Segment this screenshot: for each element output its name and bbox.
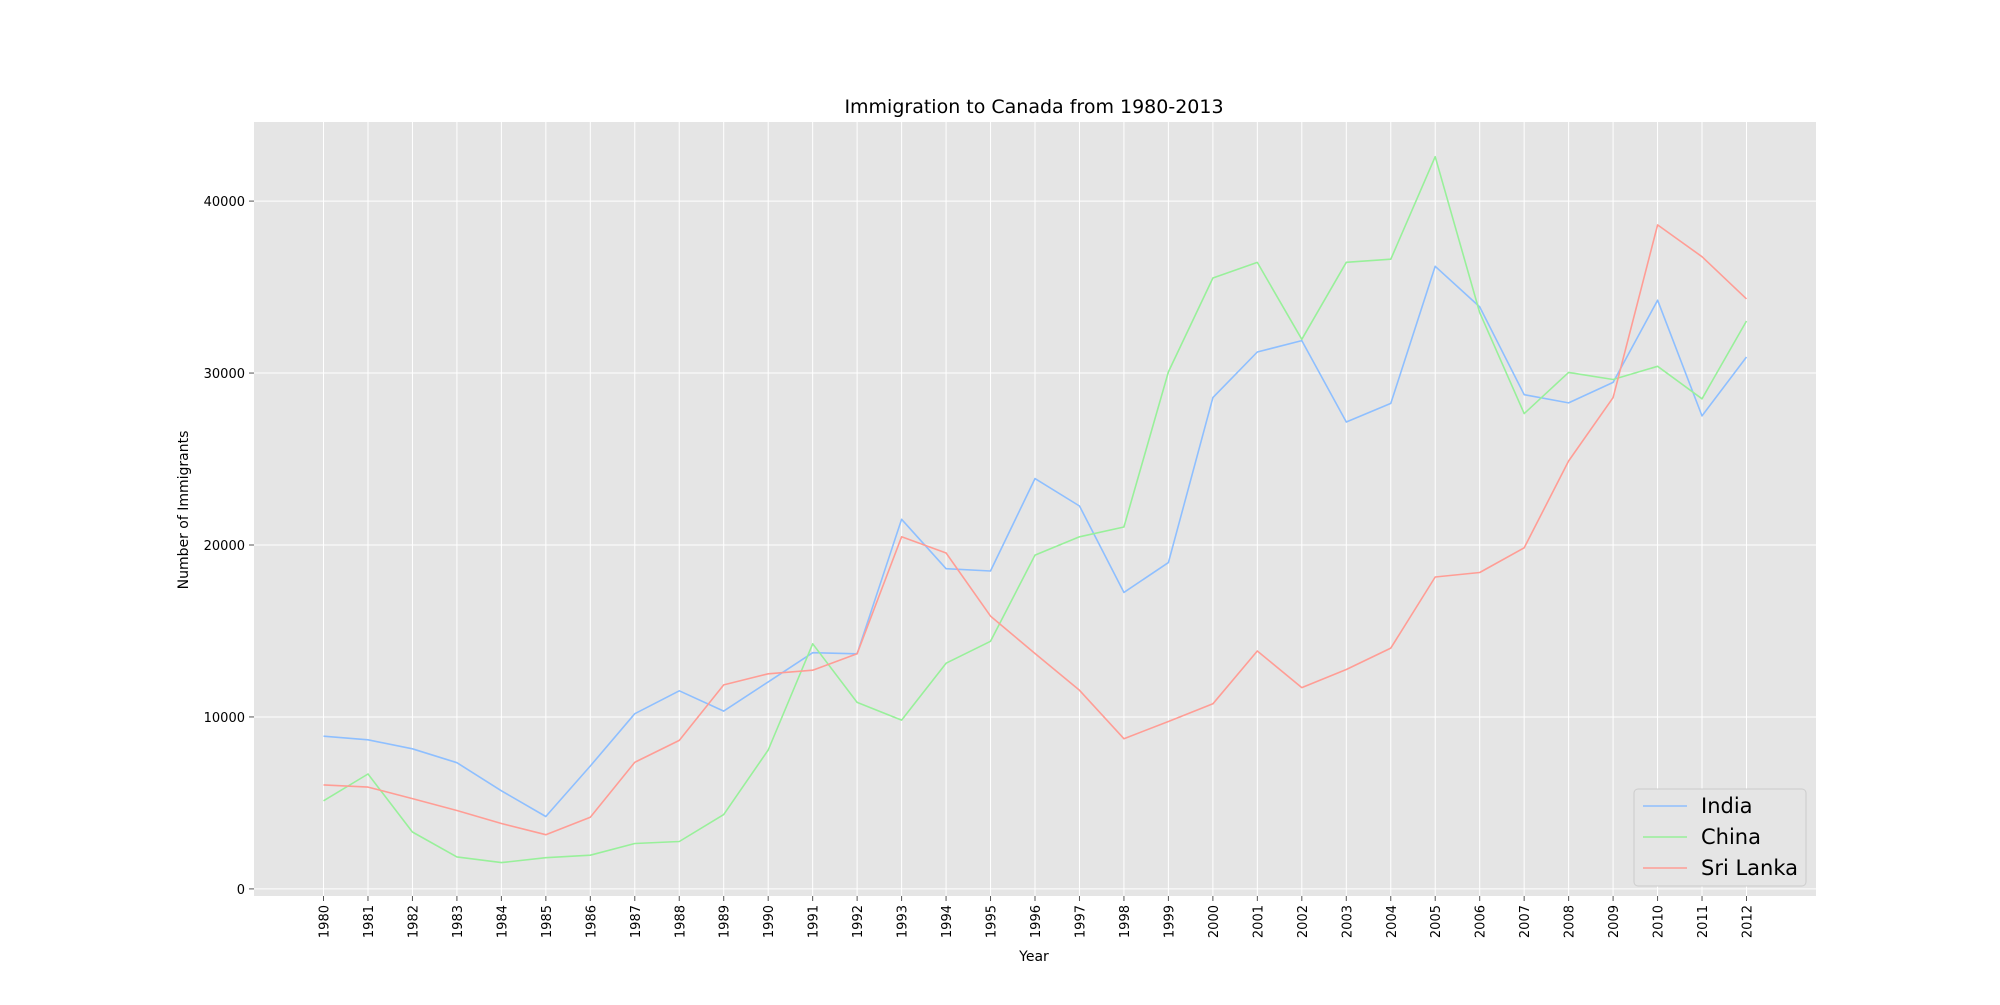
x-tick-label: 1987	[629, 905, 644, 938]
x-tick-label: 2006	[1474, 905, 1489, 938]
y-tick-label: 30000	[204, 367, 245, 382]
y-tick-label: 20000	[204, 539, 245, 554]
x-tick-label: 1997	[1073, 905, 1088, 938]
x-tick-label: 1989	[718, 905, 733, 938]
y-axis-label: Number of Immigrants	[176, 431, 192, 590]
x-tick-label: 1981	[362, 905, 377, 938]
y-tick-label: 10000	[204, 711, 245, 726]
x-tick-label: 2007	[1518, 905, 1533, 938]
x-tick-label: 1983	[451, 905, 466, 938]
chart-title: Immigration to Canada from 1980-2013	[844, 96, 1223, 118]
grid	[254, 122, 1816, 896]
x-tick-label: 2011	[1696, 905, 1711, 938]
x-tick-label: 2008	[1563, 905, 1578, 938]
series-lines	[323, 155, 1748, 864]
x-tick-label: 2010	[1652, 905, 1667, 938]
x-tick-label: 1996	[1029, 905, 1044, 938]
axes: 1980 1981 1982 1983 1984 1985 1986 1987 1988 1989…	[204, 195, 1756, 938]
x-tick-label: 1995	[985, 905, 1000, 938]
x-tick-label: 1993	[896, 905, 911, 938]
x-tick-label: 1984	[495, 905, 510, 938]
x-tick-label: 1988	[673, 905, 688, 938]
series-line-india	[323, 265, 1748, 818]
legend: India China Sri Lanka	[1633, 788, 1807, 887]
x-tick-label: 1980	[318, 905, 333, 938]
x-tick-label: 1990	[762, 905, 777, 938]
y-tick-label: 40000	[204, 195, 245, 210]
x-tick-label: 2001	[1251, 905, 1266, 938]
x-tick-label: 1999	[1162, 905, 1177, 938]
x-axis-label: Year	[1018, 949, 1049, 965]
x-tick-label: 1994	[940, 905, 955, 938]
legend-label-china: China	[1701, 825, 1761, 849]
x-tick-label: 2009	[1607, 905, 1622, 938]
series-line-sri-lanka	[323, 224, 1748, 836]
legend-label-india: India	[1701, 794, 1753, 818]
series-line-china	[323, 155, 1748, 864]
legend-label-sri-lanka: Sri Lanka	[1701, 856, 1798, 880]
legend-box	[1633, 788, 1807, 887]
x-tick-label: 2005	[1429, 905, 1444, 938]
y-tick-label: 0	[237, 883, 245, 898]
x-tick-label: 2004	[1385, 905, 1400, 938]
x-tick-label: 2000	[1207, 905, 1222, 938]
x-tick-label: 1991	[807, 905, 822, 938]
x-tick-label: 1998	[1118, 905, 1133, 938]
x-tick-label: 1985	[540, 905, 555, 938]
x-tick-label: 1992	[851, 905, 866, 938]
x-tick-label: 2003	[1340, 905, 1355, 938]
x-tick-label: 2012	[1741, 905, 1756, 938]
x-tick-label: 2002	[1296, 905, 1311, 938]
x-tick-label: 1986	[584, 905, 599, 938]
x-tick-label: 1982	[406, 905, 421, 938]
